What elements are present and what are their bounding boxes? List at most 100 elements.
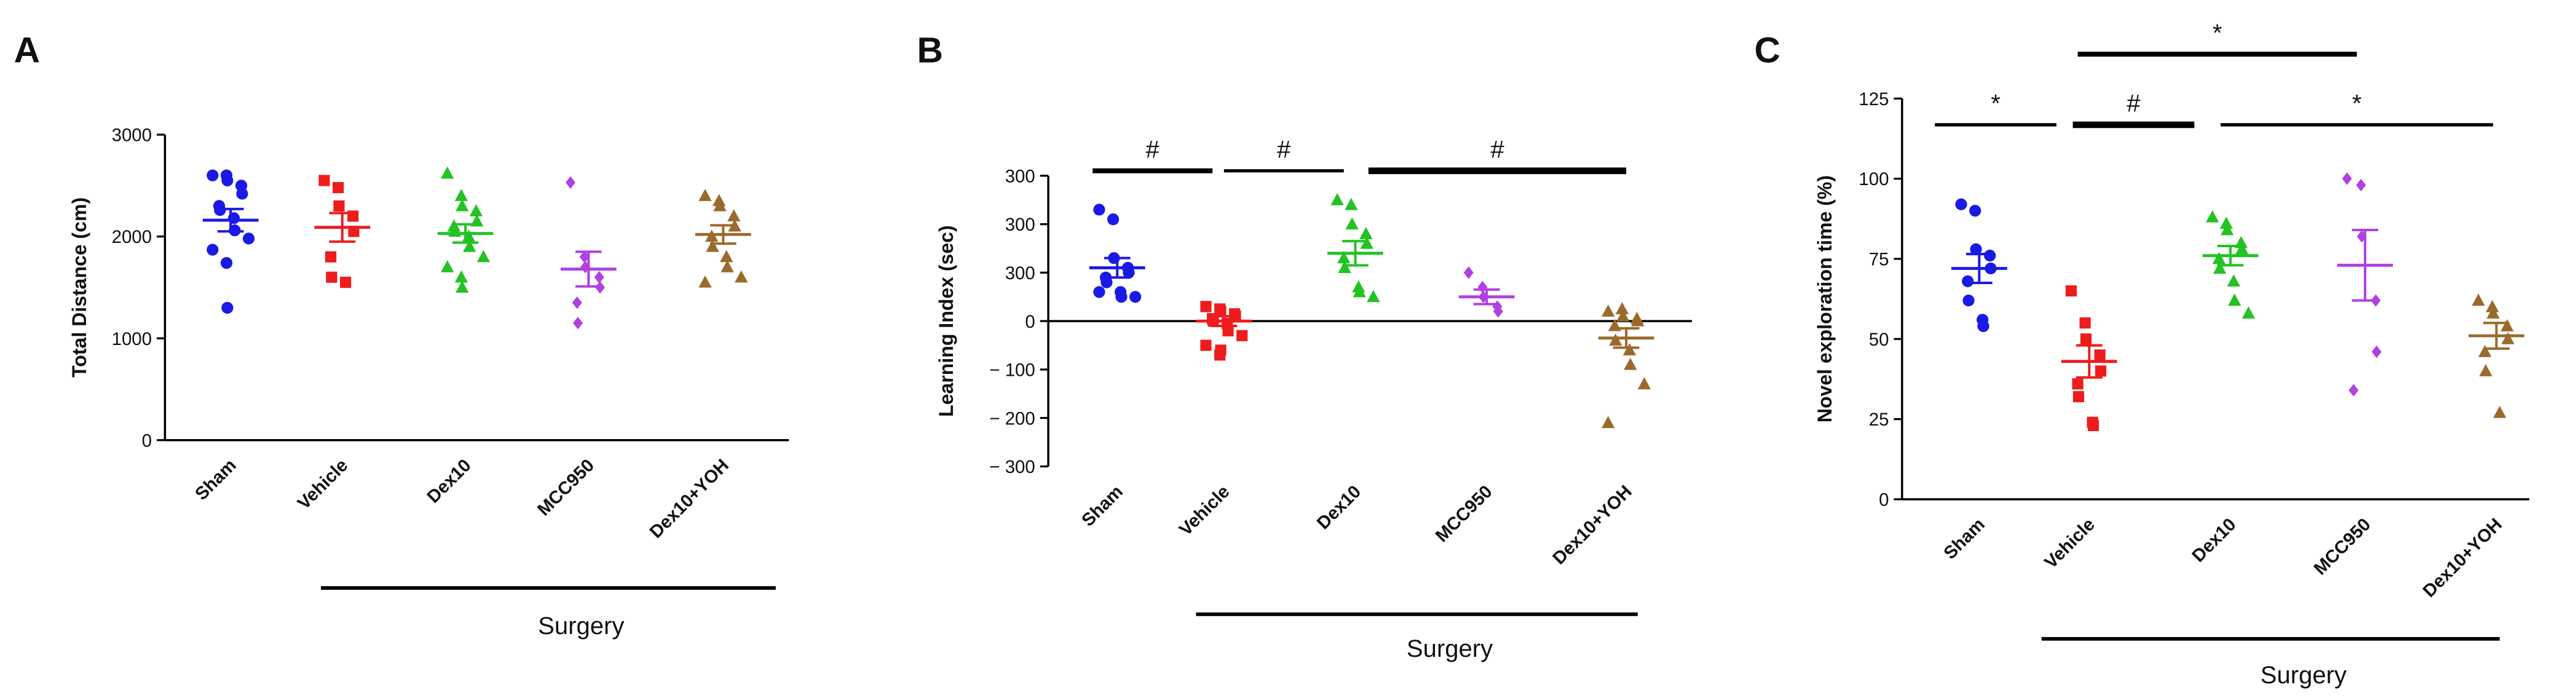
data-point — [2212, 252, 2226, 264]
x-tick-label: Dex10+YOH — [646, 455, 733, 542]
y-tick-label: 125 — [1859, 89, 1889, 109]
data-point — [2342, 172, 2352, 185]
data-point — [456, 199, 469, 212]
data-point — [2501, 331, 2515, 344]
data-point — [2095, 365, 2107, 377]
panel: C 0 25 50 75 100 125 Novel exploration time (%)… — [1754, 20, 2529, 689]
data-point — [1977, 320, 1989, 332]
data-point — [2486, 299, 2499, 312]
data-point — [1345, 197, 1358, 210]
data-point — [721, 260, 734, 272]
y-tick-label: 0 — [1879, 490, 1889, 510]
data-point — [1359, 227, 1373, 239]
data-point — [594, 271, 604, 284]
y-tick-label: 1000 — [112, 329, 152, 349]
data-point — [2479, 364, 2492, 376]
data-point — [2213, 261, 2227, 274]
panel-letter: A — [14, 30, 40, 70]
data-point — [2087, 419, 2100, 432]
data-point — [2349, 384, 2359, 397]
sem-bar — [1211, 315, 1238, 327]
x-tick-label: MCC950 — [2310, 514, 2374, 579]
sem-bar — [1342, 240, 1369, 267]
data-point — [1463, 266, 1474, 279]
x-tick-label: Sham — [1078, 482, 1127, 531]
data-point — [2227, 274, 2240, 287]
data-point — [440, 166, 454, 179]
group-label: Surgery — [1407, 635, 1493, 662]
data-point — [2219, 216, 2233, 229]
data-point — [1615, 302, 1629, 314]
data-point — [1236, 330, 1248, 341]
data-point — [1093, 286, 1105, 298]
sem-bar — [709, 224, 737, 245]
data-point — [1984, 250, 1996, 262]
significance-mark: # — [1277, 136, 1291, 163]
y-tick-label: 300 — [1005, 215, 1035, 235]
x-tick-label: Vehicle — [1175, 482, 1234, 540]
data-point — [2094, 349, 2106, 361]
panel: B 300 300 300 0 − 100 − 200 − 300 Learning Index… — [917, 30, 1692, 662]
y-tick-label: 300 — [1005, 263, 1035, 284]
data-point — [572, 317, 583, 330]
x-tick-label: MCC950 — [1432, 482, 1496, 546]
data-point — [565, 176, 575, 189]
y-tick-label: − 100 — [989, 360, 1035, 381]
data-point — [1100, 276, 1113, 288]
data-point — [236, 188, 248, 200]
data-point — [1360, 236, 1373, 249]
data-point — [1330, 192, 1344, 205]
significance-mark: # — [1146, 136, 1160, 163]
data-point — [1616, 309, 1630, 322]
data-point — [326, 271, 338, 283]
data-point — [1622, 343, 1637, 355]
significance-mark: * — [2352, 90, 2362, 117]
data-point — [207, 244, 219, 256]
data-point — [207, 169, 219, 181]
data-point — [221, 301, 234, 314]
data-point — [2478, 344, 2492, 357]
y-tick-label: 0 — [1025, 312, 1035, 332]
y-axis-title: Novel exploration time (%) — [1814, 175, 1836, 422]
data-point — [220, 257, 233, 269]
x-tick-label: Sham — [191, 455, 240, 504]
data-point — [1970, 243, 1982, 255]
sem-bar — [2076, 344, 2103, 379]
data-point — [456, 280, 469, 293]
group-label: Surgery — [2261, 662, 2347, 689]
y-axis-title: Total Distance (cm) — [68, 197, 90, 378]
data-point — [1215, 344, 1227, 356]
data-point — [1353, 285, 1366, 298]
data-point — [1602, 304, 1615, 317]
sem-bar — [1613, 327, 1640, 349]
x-tick-label: Dex10 — [2188, 514, 2240, 566]
data-point — [2242, 306, 2255, 319]
data-point — [2486, 306, 2500, 319]
sem-bar — [1104, 256, 1131, 279]
data-point — [2065, 285, 2077, 297]
data-point — [2227, 293, 2242, 306]
sem-bar — [2352, 228, 2379, 302]
data-point — [1969, 205, 1981, 217]
data-point — [325, 251, 337, 263]
data-point — [2080, 333, 2092, 345]
data-point — [221, 174, 234, 187]
data-point — [2500, 319, 2514, 331]
y-tick-label: 300 — [1005, 166, 1035, 186]
y-tick-label: − 200 — [989, 408, 1035, 429]
data-point — [242, 232, 255, 245]
x-tick-label: Dex10+YOH — [2419, 514, 2507, 601]
data-point — [2371, 345, 2382, 359]
sem-bar — [217, 207, 244, 233]
data-point — [2493, 405, 2507, 418]
data-point — [2235, 242, 2249, 255]
data-point — [719, 250, 733, 263]
data-point — [572, 296, 582, 309]
data-point — [2072, 378, 2084, 390]
data-point — [318, 175, 330, 186]
sem-bar — [2483, 322, 2510, 350]
data-point — [698, 189, 712, 201]
data-point — [1637, 377, 1651, 390]
data-point — [2079, 317, 2091, 329]
